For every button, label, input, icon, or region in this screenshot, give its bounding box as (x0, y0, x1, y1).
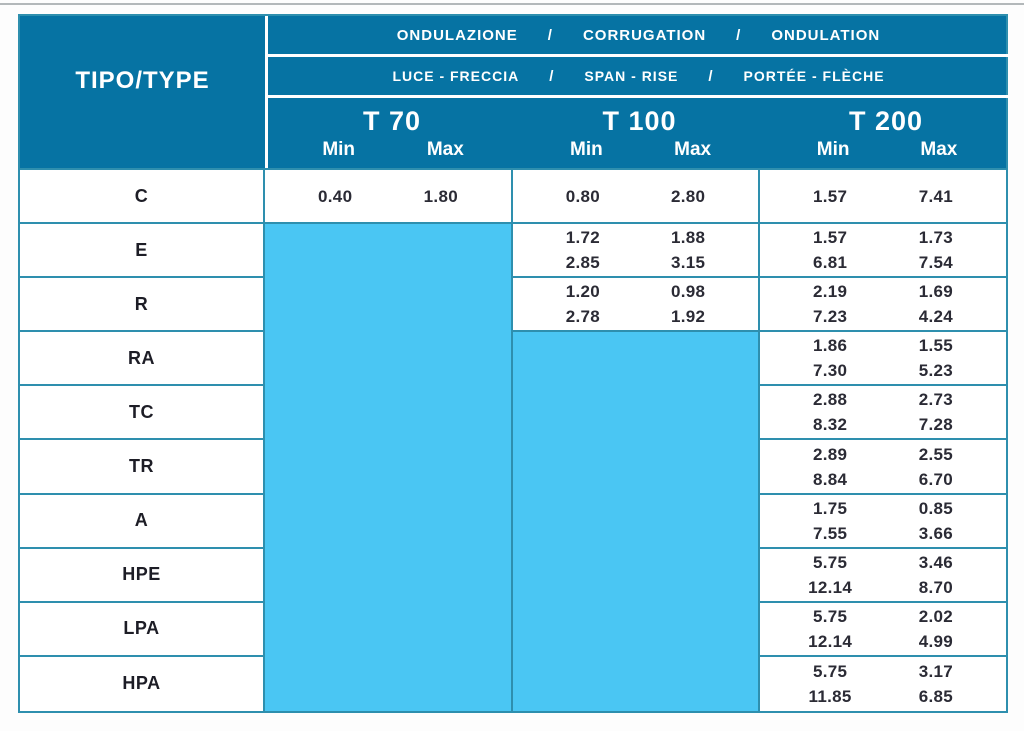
slash-divider: / (549, 67, 555, 85)
t200-min-label: Min (816, 138, 850, 160)
value-C-t70-min: 0.40 (318, 186, 353, 206)
row-label-C: C (20, 170, 265, 225)
value-C-t200-max: 7.41 (918, 186, 954, 206)
value-E-t100-min: 1.72 2.85 (565, 228, 601, 273)
value-TC-t200-min: 2.88 8.32 (812, 390, 848, 435)
row-label-HPA: HPA (20, 656, 265, 711)
t100-max-label: Max (674, 138, 712, 160)
value-HPA-t200-max: 3.17 6.85 (918, 661, 954, 706)
value-R-t100-max: 0.98 1.92 (670, 282, 706, 327)
row-label-TC: TC (20, 386, 265, 441)
t100-title: T 100 (602, 105, 677, 136)
span-rise-header-row: LUCE - FRECCIA / SPAN - RISE / PORTÉE - … (268, 57, 1009, 98)
t200-group-header: T 200 Min Max (763, 98, 1009, 168)
empty-t100-block (513, 332, 760, 711)
row-label-R: R (20, 278, 265, 333)
t200-max-label: Max (920, 138, 958, 160)
header-right: ONDULAZIONE / CORRUGATION / ONDULATION L… (265, 16, 1009, 168)
t70-min-label: Min (322, 138, 356, 160)
value-LPA-t200-max: 2.02 4.99 (918, 606, 954, 651)
empty-t70-block (265, 224, 513, 711)
t70-title: T 70 (362, 105, 422, 136)
corrugation-header-row: ONDULAZIONE / CORRUGATION / ONDULATION (268, 16, 1009, 57)
t200-title: T 200 (848, 105, 924, 136)
tipo-type-header: TIPO/TYPE (75, 67, 210, 94)
t100-min-label: Min (570, 138, 603, 160)
scan-artifact-line (0, 3, 1024, 5)
value-C-t70-max: 1.80 (423, 186, 458, 206)
cell-A-t200: 1.75 7.55 0.85 3.66 (760, 495, 1006, 549)
cell-C-t200: 1.57 7.41 (760, 170, 1006, 225)
value-HPA-t200-min: 5.75 11.85 (808, 661, 852, 706)
value-R-t200-min: 2.19 7.23 (812, 282, 848, 327)
cell-HPA-t200: 5.75 11.85 3.17 6.85 (760, 657, 1006, 711)
value-C-t100-min: 0.80 (565, 186, 601, 206)
corrugation-label-fr: ONDULATION (771, 26, 881, 44)
value-LPA-t200-min: 5.75 12.14 (808, 606, 853, 651)
corrugation-label-it: ONDULAZIONE (396, 26, 518, 44)
corrugation-label-en: CORRUGATION (582, 26, 707, 44)
cell-LPA-t200: 5.75 12.14 2.02 4.99 (760, 603, 1006, 657)
row-label-TR: TR (20, 440, 265, 495)
value-R-t200-max: 1.69 4.24 (918, 282, 954, 327)
t70-group-header: T 70 Min Max (268, 98, 516, 168)
value-A-t200-max: 0.85 3.66 (918, 498, 954, 543)
row-label-E: E (20, 224, 265, 279)
row-label-RA: RA (20, 332, 265, 387)
value-HPE-t200-max: 3.46 8.70 (918, 552, 954, 597)
value-RA-t200-max: 1.55 5.23 (918, 336, 954, 381)
value-HPE-t200-min: 5.75 12.14 (808, 552, 853, 597)
series-header-row: T 70 Min Max T 100 Min Max (268, 98, 1009, 168)
corrugation-span-table: TIPO/TYPE ONDULAZIONE / CORRUGATION / ON… (18, 14, 1009, 713)
t100-group-header: T 100 Min Max (516, 98, 763, 168)
value-TR-t200-min: 2.89 8.84 (812, 444, 848, 489)
value-R-t100-min: 1.20 2.78 (565, 282, 601, 327)
value-TR-t200-max: 2.55 6.70 (918, 444, 954, 489)
cell-TC-t200: 2.88 8.32 2.73 7.28 (760, 386, 1006, 441)
table-header: TIPO/TYPE ONDULAZIONE / CORRUGATION / ON… (20, 16, 1009, 168)
cell-R-t200: 2.19 7.23 1.69 4.24 (760, 278, 1006, 333)
row-label-LPA: LPA (20, 602, 265, 657)
row-label-HPE: HPE (20, 548, 265, 603)
cell-E-t100: 1.72 2.85 1.88 3.15 (513, 224, 760, 279)
cell-R-t100: 1.20 2.78 0.98 1.92 (513, 278, 760, 333)
value-C-t200-min: 1.57 (812, 186, 848, 206)
value-E-t200-max: 1.73 7.54 (918, 228, 954, 273)
slash-divider: / (708, 67, 714, 85)
cell-C-t70: 0.40 1.80 (265, 170, 513, 225)
cell-TR-t200: 2.89 8.84 2.55 6.70 (760, 440, 1006, 495)
cell-HPE-t200: 5.75 12.14 3.46 8.70 (760, 549, 1006, 603)
span-rise-label-it: LUCE - FRECCIA (392, 68, 520, 84)
slash-divider: / (547, 26, 553, 44)
cell-C-t100: 0.80 2.80 (513, 170, 760, 225)
cell-RA-t200: 1.86 7.30 1.55 5.23 (760, 332, 1006, 387)
value-A-t200-min: 1.75 7.55 (812, 498, 848, 543)
span-rise-label-fr: PORTÉE - FLÈCHE (743, 68, 885, 84)
cell-E-t200: 1.57 6.81 1.73 7.54 (760, 224, 1006, 279)
span-rise-label-en: SPAN - RISE (584, 68, 679, 84)
value-RA-t200-min: 1.86 7.30 (812, 336, 848, 381)
slash-divider: / (736, 26, 742, 44)
value-TC-t200-max: 2.73 7.28 (918, 390, 954, 435)
t70-max-label: Max (426, 138, 464, 160)
row-label-A: A (20, 494, 265, 549)
value-E-t100-max: 1.88 3.15 (670, 228, 706, 273)
value-C-t100-max: 2.80 (670, 186, 706, 206)
value-E-t200-min: 1.57 6.81 (812, 228, 848, 273)
table-body: C 0.40 1.80 0.80 2.80 1.57 7.41 E 1.72 2.85 1.88 3.… (20, 168, 1006, 711)
